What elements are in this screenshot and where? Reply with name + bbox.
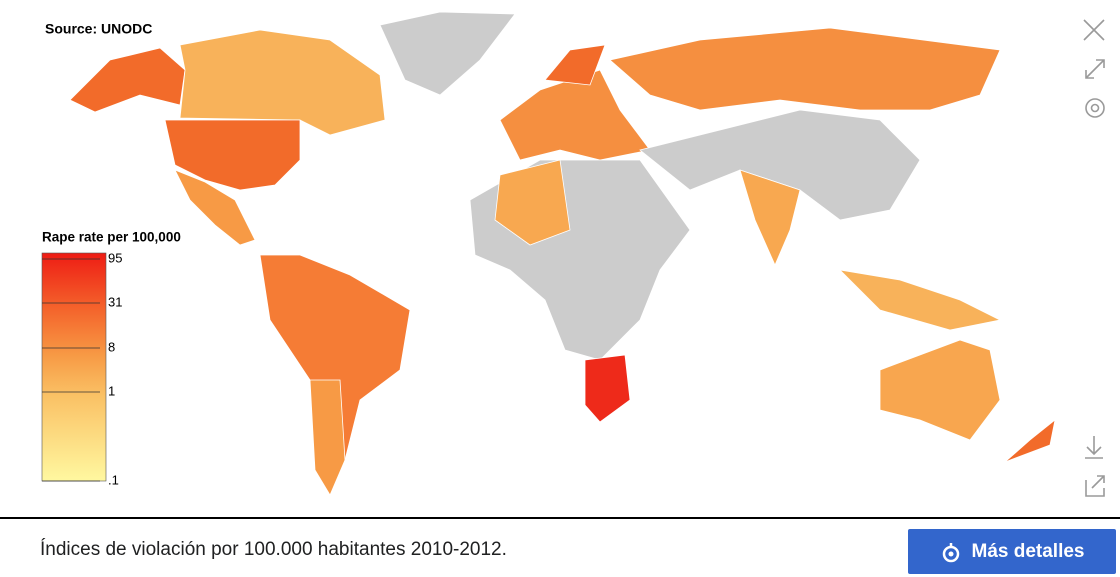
- settings-icon-center: [1090, 103, 1100, 113]
- legend-tick-label: 8: [108, 339, 115, 354]
- legend-tick-label: 1: [108, 383, 115, 398]
- toolbar: [1083, 19, 1105, 497]
- source-label: Source: UNODC: [45, 21, 152, 37]
- legend-tick-label: .1: [108, 472, 119, 487]
- download-button[interactable]: [1085, 436, 1103, 459]
- map-image: Source: UNODC Rape rate per 100,000 95 31…: [0, 11, 1105, 497]
- color-bar: [41, 252, 107, 482]
- details-button[interactable]: Más detalles: [908, 529, 1116, 574]
- close-button[interactable]: [1083, 19, 1105, 41]
- button-icon: [942, 542, 959, 562]
- world-map: [69, 11, 1056, 496]
- footer-bar: Índices de violación por 100.000 habitan…: [0, 517, 1120, 577]
- share-button[interactable]: [1085, 475, 1105, 497]
- legend-title: Rape rate per 100,000: [42, 230, 181, 245]
- button-label: Más detalles: [971, 540, 1085, 562]
- settings-button[interactable]: [1085, 98, 1105, 118]
- legend-tick-label: 95: [108, 250, 122, 265]
- caption: Índices de violación por 100.000 habitan…: [40, 539, 507, 560]
- fullscreen-button[interactable]: [1085, 59, 1105, 79]
- legend: Rape rate per 100,000 95 31 8 1 .1: [0, 222, 205, 492]
- legend-tick-label: 31: [108, 294, 122, 309]
